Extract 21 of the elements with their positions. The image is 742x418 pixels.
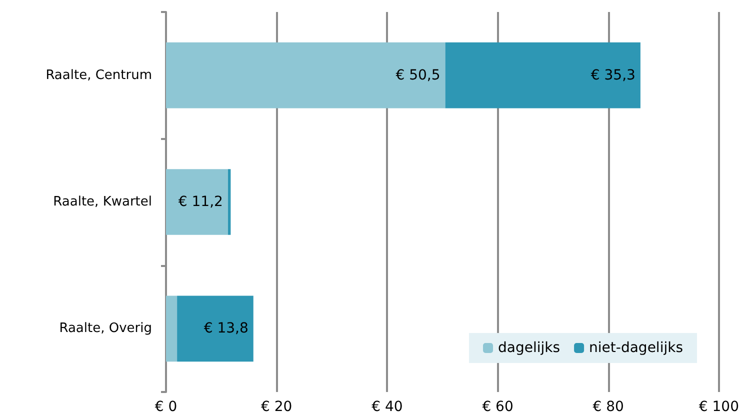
bar xyxy=(166,169,228,235)
bar xyxy=(445,42,640,108)
y-tick-label: Raalte, Kwartel xyxy=(53,194,152,210)
data-label: € 13,8 xyxy=(204,320,248,337)
legend-label: niet-dagelijks xyxy=(589,340,683,356)
x-tick-label: € 100 xyxy=(698,399,740,415)
x-tick-label: € 60 xyxy=(482,399,514,415)
bar xyxy=(166,296,178,362)
data-label: € 35,3 xyxy=(590,67,636,84)
x-tick-label: € 40 xyxy=(372,399,403,415)
y-tick-label: Raalte, Centrum xyxy=(46,68,152,83)
x-tick-label: € 20 xyxy=(261,399,292,415)
legend-label: dagelijks xyxy=(498,340,560,356)
bar xyxy=(177,296,254,362)
y-tick-label: Raalte, Overig xyxy=(59,321,152,336)
x-tick-label: € 80 xyxy=(592,399,624,415)
bar xyxy=(166,42,446,108)
bar xyxy=(228,169,231,235)
data-label: € 50,5 xyxy=(396,67,440,84)
x-tick-label: € 0 xyxy=(154,399,178,415)
data-label: € 11,2 xyxy=(178,194,223,210)
